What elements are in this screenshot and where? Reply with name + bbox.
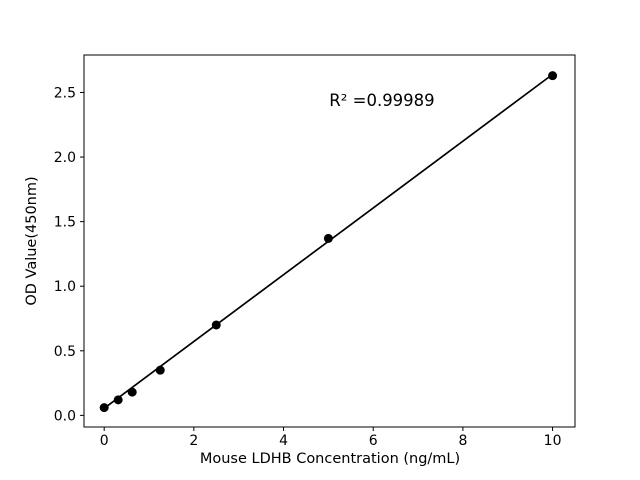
- data-point: [323, 233, 333, 243]
- data-point: [113, 395, 123, 405]
- y-tick-label: 2.5: [54, 85, 76, 101]
- data-point: [99, 403, 109, 413]
- y-tick-label: 0.5: [54, 344, 76, 360]
- y-tick-label: 1.0: [54, 279, 76, 295]
- data-point: [127, 387, 137, 397]
- x-tick-label: 2: [189, 433, 198, 449]
- x-tick-label: 8: [458, 433, 467, 449]
- data-point: [548, 71, 558, 81]
- series-layer: [99, 71, 558, 413]
- data-point: [211, 320, 221, 330]
- y-tick-label: 0.0: [54, 408, 76, 424]
- plot-border: [83, 54, 576, 428]
- y-tick-label: 2.0: [54, 150, 76, 166]
- y-axis-label: OD Value(450nm): [24, 176, 40, 305]
- x-tick-label: 6: [369, 433, 378, 449]
- y-tick-label: 1.5: [54, 215, 76, 231]
- r-squared-annotation: R² =0.99989: [329, 91, 434, 110]
- x-tick-label: 4: [279, 433, 288, 449]
- x-axis-label: Mouse LDHB Concentration (ng/mL): [200, 451, 460, 467]
- data-point: [155, 365, 165, 375]
- axes-layer: 0 2 4 6 8 10 0.0 0.5 1.0 1.5 2.0 2.5: [54, 54, 576, 449]
- x-tick-label: 0: [100, 433, 109, 449]
- x-tick-label: 10: [544, 433, 562, 449]
